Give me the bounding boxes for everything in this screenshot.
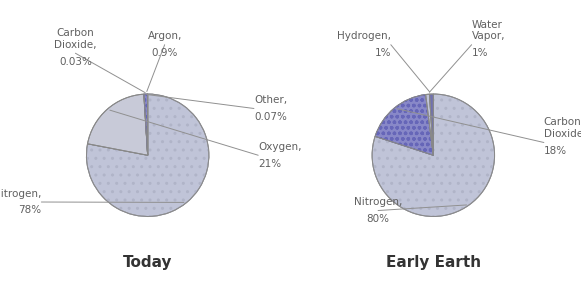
Wedge shape bbox=[87, 94, 209, 217]
Text: Argon,: Argon, bbox=[148, 31, 182, 41]
Text: Other,: Other, bbox=[254, 95, 287, 105]
Text: Nitrogen,: Nitrogen, bbox=[354, 197, 402, 207]
Text: Water
Vapor,: Water Vapor, bbox=[472, 20, 505, 41]
Text: Hydrogen,: Hydrogen, bbox=[337, 31, 391, 41]
Text: 1%: 1% bbox=[472, 48, 488, 58]
Text: 0.9%: 0.9% bbox=[152, 48, 178, 58]
Text: Nitrogen,: Nitrogen, bbox=[0, 189, 41, 199]
Wedge shape bbox=[375, 95, 433, 155]
Text: 18%: 18% bbox=[544, 146, 567, 156]
Wedge shape bbox=[88, 94, 148, 155]
Text: 80%: 80% bbox=[367, 214, 390, 224]
Text: Early Earth: Early Earth bbox=[386, 255, 481, 270]
Wedge shape bbox=[429, 94, 433, 155]
Text: Oxygen,: Oxygen, bbox=[258, 142, 302, 152]
Text: 78%: 78% bbox=[18, 205, 41, 215]
Wedge shape bbox=[144, 94, 148, 155]
Text: Today: Today bbox=[123, 255, 173, 270]
Wedge shape bbox=[372, 94, 494, 217]
Text: 0.03%: 0.03% bbox=[59, 56, 92, 67]
Text: 21%: 21% bbox=[258, 159, 281, 169]
Wedge shape bbox=[426, 94, 433, 155]
Text: Carbon
Dioxide,: Carbon Dioxide, bbox=[544, 117, 581, 139]
Wedge shape bbox=[144, 94, 148, 155]
Text: 1%: 1% bbox=[374, 48, 391, 58]
Text: 0.07%: 0.07% bbox=[254, 112, 287, 122]
Text: Carbon
Dioxide,: Carbon Dioxide, bbox=[54, 28, 96, 50]
